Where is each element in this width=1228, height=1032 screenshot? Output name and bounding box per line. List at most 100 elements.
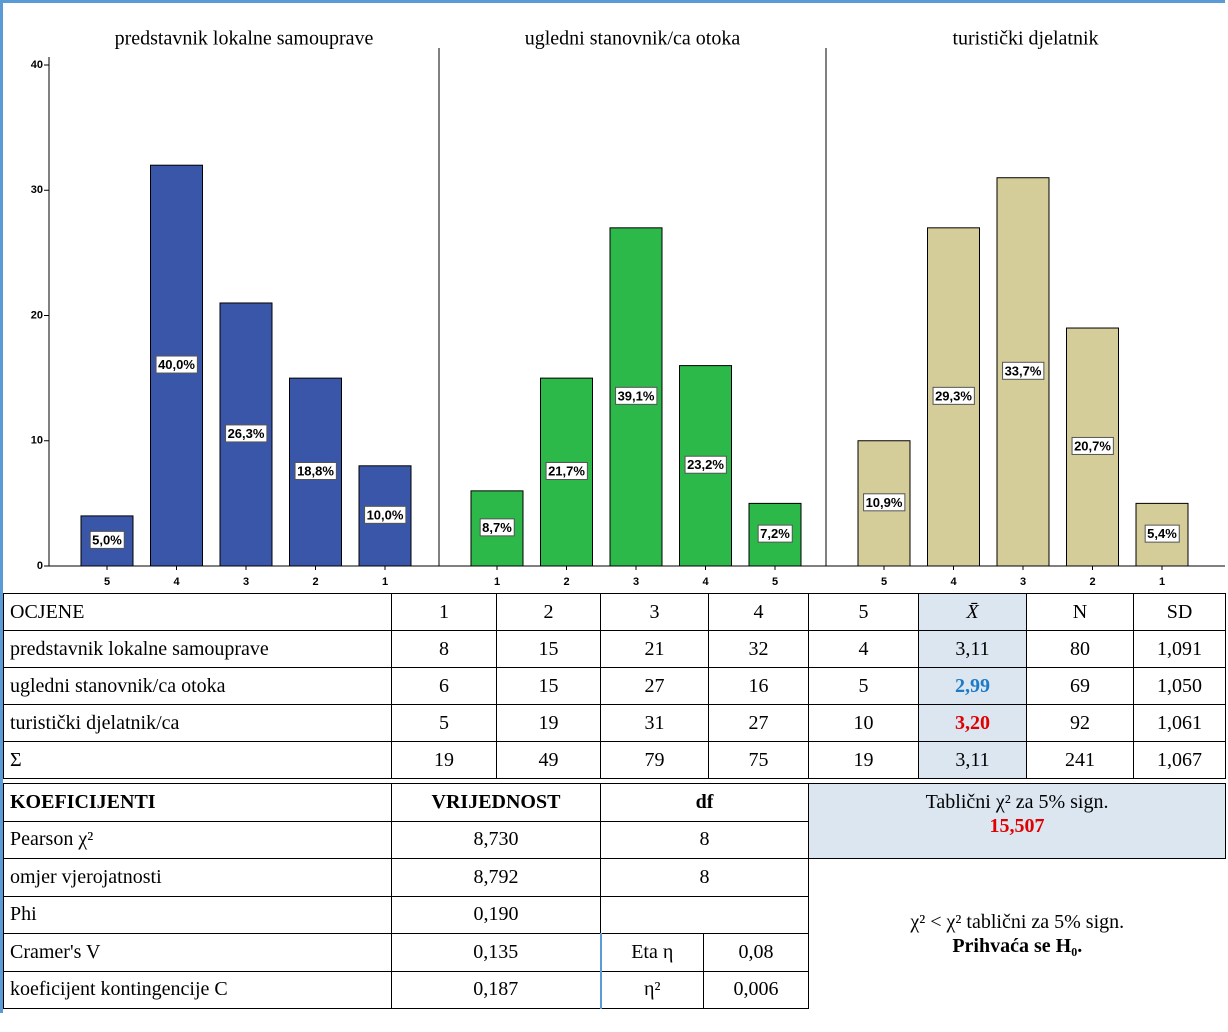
data-label-text: 7,2% [760, 526, 790, 541]
data-label-box [757, 524, 793, 543]
data-label: 20,7% [1071, 436, 1114, 455]
data-label: 29,3% [932, 386, 975, 405]
data-label-box [294, 462, 337, 480]
cell: 19 [808, 741, 919, 779]
data-label: 10,0% [364, 505, 407, 524]
data-label-box [863, 493, 906, 512]
data-label-box [479, 518, 515, 537]
cell: 8,730 [391, 820, 601, 859]
cell: 2,99 [918, 667, 1027, 705]
cell: OCJENE [3, 593, 392, 631]
cell: 15 [496, 667, 601, 705]
data-label-box [225, 424, 268, 443]
row: Σ 19 49 79 75 19 3,11 241 1,067 [3, 741, 1226, 779]
x-tick-label: 2 [1089, 576, 1095, 588]
x-tick-label: 3 [633, 576, 639, 588]
data-label-text: 5,0% [92, 532, 122, 547]
cell: 0,187 [391, 970, 601, 1009]
cell: 2 [496, 593, 601, 631]
data-label-text: 21,7% [548, 464, 585, 479]
cell: 0,006 [702, 970, 810, 1009]
cell: 15 [496, 630, 601, 668]
cell: 1,050 [1133, 667, 1226, 705]
cell: SD [1133, 593, 1226, 631]
coefficients-table: KOEFICIJENTI VRIJEDNOST df Tablični χ² z… [3, 783, 1227, 1009]
conclusion-result: Prihvaća se H₀. [952, 934, 1083, 957]
data-label-box [545, 462, 588, 480]
cell: 27 [708, 704, 809, 742]
cell: 31 [600, 704, 709, 742]
data-label-text: 20,7% [1074, 438, 1111, 453]
row: ugledni stanovnik/ca otoka 6 15 27 16 5 2,99 69… [3, 667, 1226, 705]
conclusion: χ² < χ² tablični za 5% sign. Prihvaća se … [809, 859, 1226, 1009]
cell: 0,135 [391, 933, 601, 972]
cell: 69 [1026, 667, 1134, 705]
x-tick-label: 4 [702, 576, 709, 588]
data-label: 7,2% [757, 524, 793, 543]
data-label: 8,7% [479, 518, 515, 537]
data-label: 10,9% [863, 493, 906, 512]
x-tick-label: 2 [563, 576, 569, 588]
x-tick-label: 3 [1020, 576, 1026, 588]
cell [599, 895, 810, 934]
cell: koeficijent kontingencije C [3, 970, 392, 1009]
cell: 3 [600, 593, 709, 631]
cell: 92 [1026, 704, 1134, 742]
cell: 1 [391, 593, 497, 631]
cell: VRIJEDNOST [391, 783, 601, 822]
cell: 49 [496, 741, 601, 779]
critical-text: Tablični χ² za 5% sign. [925, 791, 1109, 813]
cell: predstavnik lokalne samouprave [3, 630, 392, 668]
cell: 3,11 [918, 741, 1027, 779]
cell: 75 [708, 741, 809, 779]
data-label: 5,4% [1144, 524, 1180, 543]
data-label-text: 33,7% [1005, 363, 1042, 378]
cell: 32 [708, 630, 809, 668]
row: predstavnik lokalne samouprave 8 15 21 32 4 3,… [3, 630, 1226, 668]
data-label-box [1071, 436, 1114, 455]
cell: omjer vjerojatnosti [3, 858, 392, 897]
data-label-box [1002, 361, 1045, 380]
data-label: 39,1% [615, 386, 658, 405]
data-label-text: 10,9% [866, 495, 903, 510]
cell: X̄ [918, 593, 1027, 631]
y-tick-label: 10 [31, 435, 43, 447]
data-label-box [364, 505, 407, 524]
cell: 0,190 [391, 895, 601, 934]
data-label-text: 18,8% [297, 464, 334, 479]
cell: 21 [600, 630, 709, 668]
y-tick-label: 30 [31, 184, 43, 196]
cell: 0,08 [702, 933, 810, 972]
data-label-text: 40,0% [158, 357, 195, 372]
x-tick-label: 1 [494, 576, 500, 588]
cell: 1,061 [1133, 704, 1226, 742]
cell: 6 [391, 667, 497, 705]
data-label-text: 23,2% [687, 457, 724, 472]
data-label-box [615, 386, 658, 405]
data-label: 21,7% [545, 462, 588, 480]
cell: Σ [3, 741, 392, 779]
x-tick-label: 3 [243, 576, 249, 588]
cell: 16 [708, 667, 809, 705]
cell: 3,20 [918, 704, 1027, 742]
ratings-table: OCJENE 1 2 3 4 5 X̄ N SD predstavnik lokalne samo… [3, 593, 1226, 779]
chart: 0 10 20 30 40 predstavnik lokalne samouprave 5… [31, 28, 1225, 588]
x-tick-label: 5 [772, 576, 778, 588]
data-label-text: 39,1% [618, 388, 655, 403]
cell: 8 [391, 630, 497, 668]
data-label-box [89, 530, 125, 549]
data-label: 5,0% [89, 530, 125, 549]
data-label: 26,3% [225, 424, 268, 443]
cell: η² [599, 970, 704, 1009]
row: OCJENE 1 2 3 4 5 X̄ N SD [3, 593, 1226, 631]
cell: 1,091 [1133, 630, 1226, 668]
data-label-text: 29,3% [935, 388, 972, 403]
panel-title: turistički djelatnik [952, 28, 1098, 50]
cell: 1,067 [1133, 741, 1226, 779]
cell: 10 [808, 704, 919, 742]
x-tick-label: 5 [104, 576, 110, 588]
x-tick-label: 4 [950, 576, 957, 588]
cell: 79 [600, 741, 709, 779]
data-label-text: 10,0% [367, 507, 404, 522]
data-label: 33,7% [1002, 361, 1045, 380]
